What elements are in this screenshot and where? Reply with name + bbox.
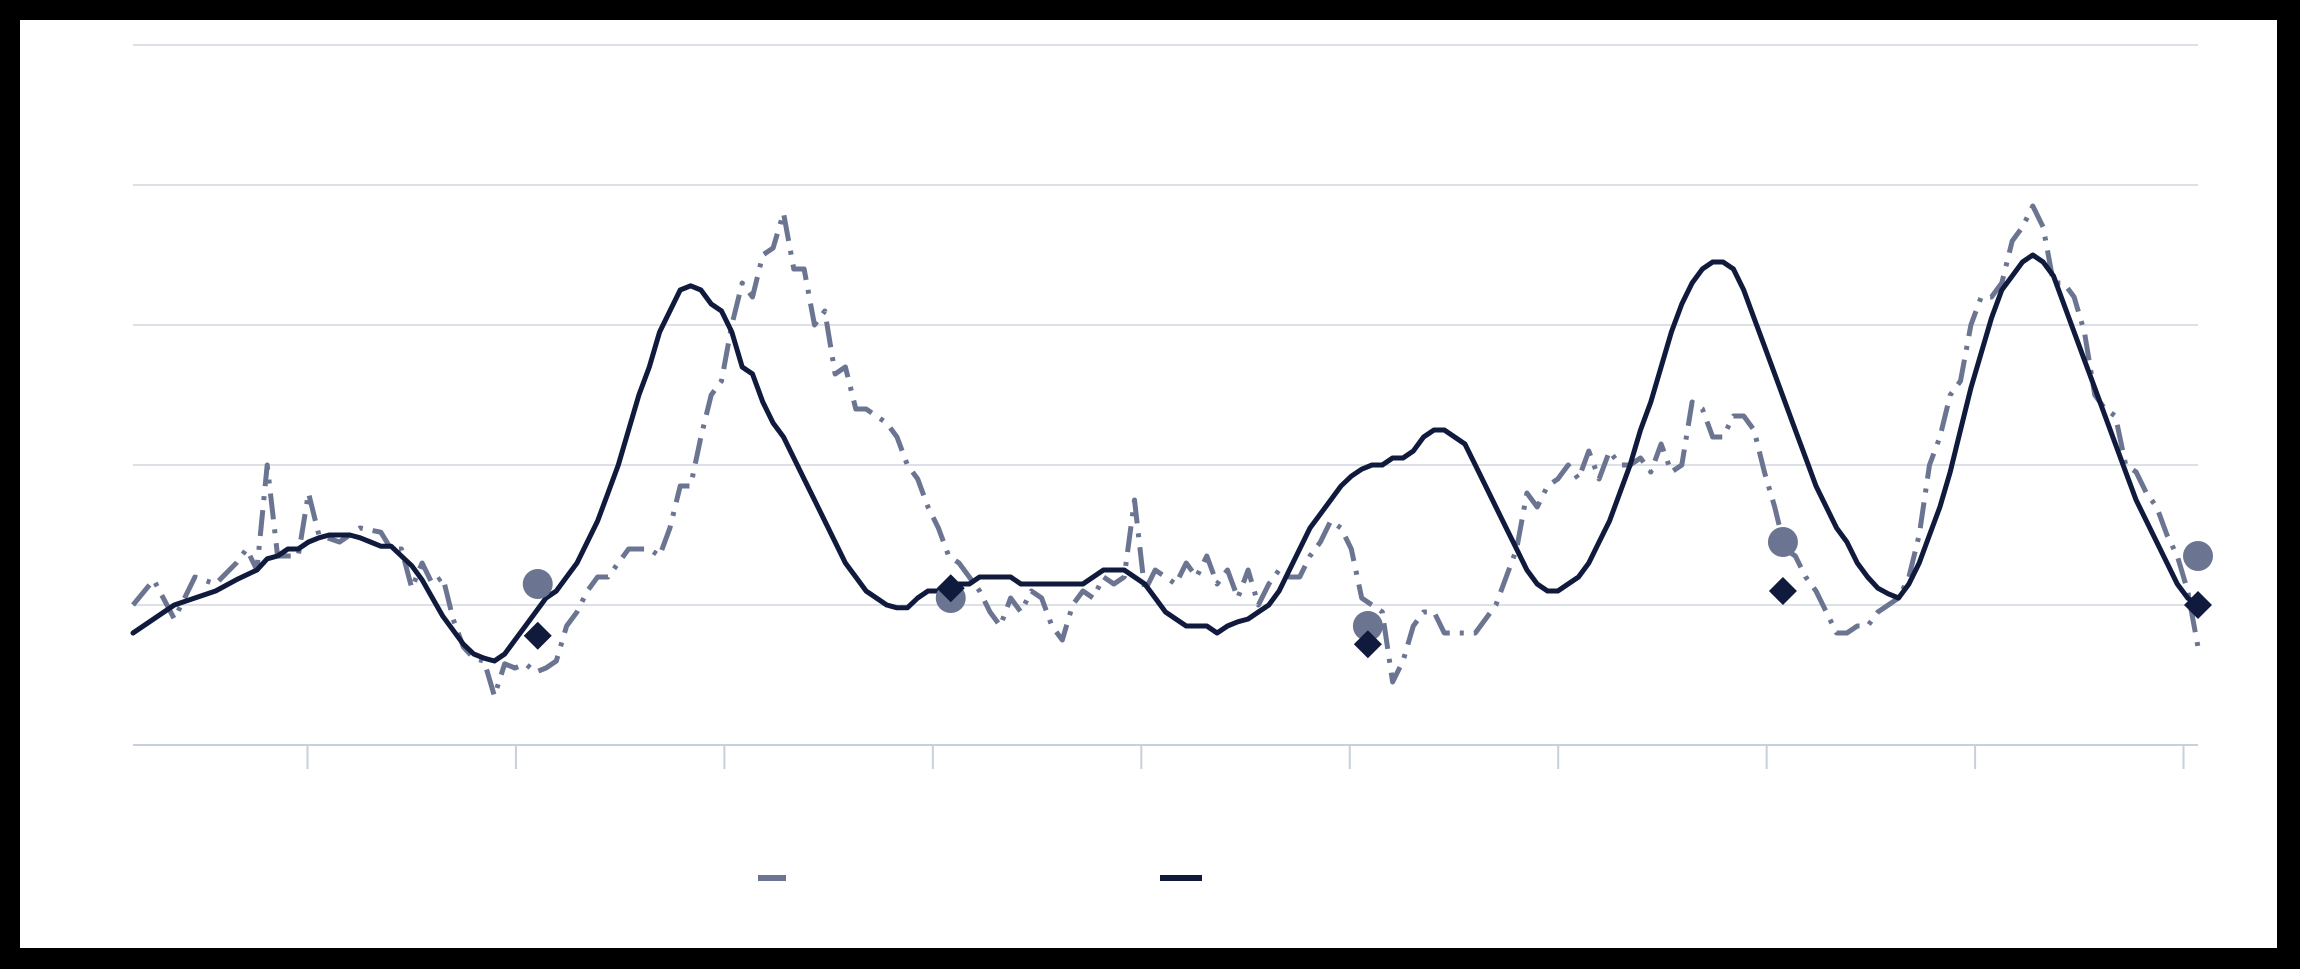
- diamond-marker: [1353, 630, 1382, 659]
- circle-marker: [1767, 527, 1798, 557]
- series-line-dashed: [131, 203, 2201, 699]
- x-axis: [133, 744, 2198, 769]
- series-markers: [522, 527, 2213, 659]
- series-lines: [130, 203, 2201, 699]
- series-line-solid: [130, 252, 2201, 664]
- diamond-marker: [936, 574, 965, 603]
- diamond-marker: [2184, 591, 2212, 619]
- gridlines: [133, 44, 2198, 606]
- diamond-marker: [1768, 577, 1797, 605]
- diamond-marker: [523, 621, 552, 650]
- chart-panel: [20, 20, 2277, 948]
- circle-marker: [522, 569, 553, 599]
- circle-marker: [1352, 611, 1383, 641]
- circle-marker: [2183, 541, 2213, 571]
- line-chart: [130, 44, 2213, 881]
